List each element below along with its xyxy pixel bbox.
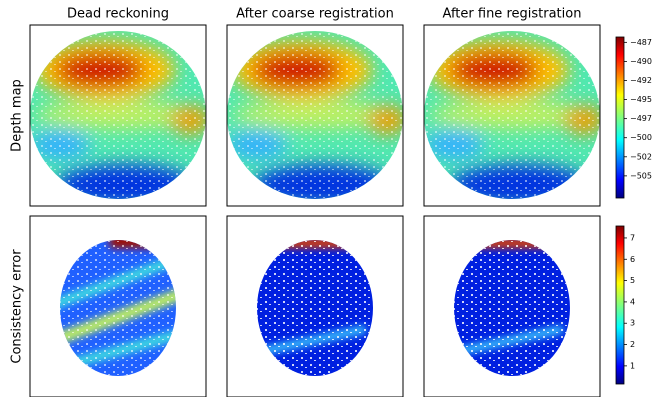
panel-frame — [29, 24, 207, 207]
tick-label: 1 — [630, 361, 635, 370]
tick-label: 5 — [630, 276, 635, 285]
tick-label: 6 — [630, 255, 635, 264]
column-title: After coarse registration — [236, 7, 394, 22]
colorbar — [615, 225, 625, 385]
tick-label: −490 — [630, 57, 652, 66]
tick-label: −497 — [630, 114, 652, 123]
row-label: Depth map — [10, 79, 25, 152]
tick-label: 3 — [630, 319, 635, 328]
column-title: Dead reckoning — [67, 7, 169, 22]
panel-frame — [226, 215, 404, 397]
panel-frame — [423, 24, 601, 207]
heatmap-image — [424, 216, 600, 397]
row-label: Consistency error — [10, 249, 25, 364]
tick-label: 4 — [630, 297, 635, 306]
heatmap-image — [424, 25, 604, 206]
tick-label: −487 — [630, 38, 652, 47]
tick-label: −500 — [630, 133, 652, 142]
tick-label: 2 — [630, 340, 635, 349]
tick-label: −505 — [630, 171, 652, 180]
tick-label: −492 — [630, 76, 652, 85]
colorbar — [615, 36, 625, 199]
panel-frame — [226, 24, 404, 207]
heatmap-image — [30, 25, 210, 206]
heatmap-image — [227, 25, 407, 206]
tick-label: −502 — [630, 152, 652, 161]
panel-frame — [423, 215, 601, 397]
panel-frame — [29, 215, 207, 397]
heatmap-image — [30, 216, 206, 397]
column-title: After fine registration — [443, 7, 582, 22]
tick-label: 7 — [630, 233, 635, 242]
heatmap-image — [227, 216, 403, 397]
tick-label: −495 — [630, 95, 652, 104]
